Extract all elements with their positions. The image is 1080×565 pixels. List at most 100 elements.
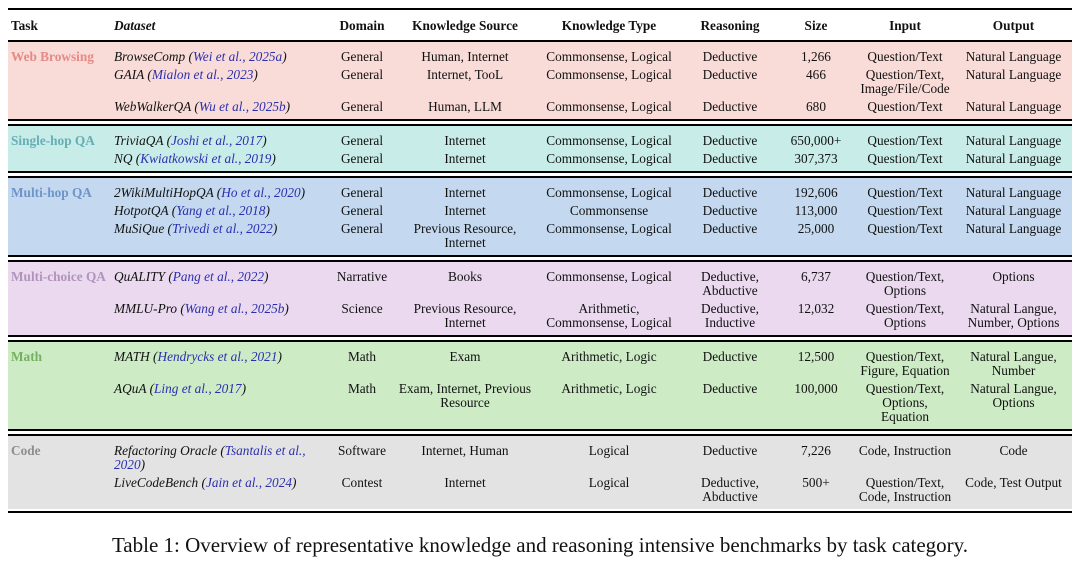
- size-cell: 680: [777, 98, 855, 120]
- output-cell: Natural Language: [955, 220, 1072, 256]
- domain-cell: General: [329, 98, 395, 120]
- ktype-cell: Commonsense, Logical: [535, 41, 683, 66]
- table-row: Web Browsing BrowseComp (Wei et al., 2025…: [8, 41, 1072, 66]
- domain-cell: Math: [329, 341, 395, 380]
- task-cell: [8, 202, 111, 220]
- size-cell: 12,500: [777, 341, 855, 380]
- header-domain: Domain: [329, 8, 395, 42]
- dataset-cell: HotpotQA (Yang et al., 2018): [111, 202, 329, 220]
- dataset-cell: LiveCodeBench (Jain et al., 2024): [111, 474, 329, 509]
- table-row: Multi-choice QA QuALITY (Pang et al., 202…: [8, 261, 1072, 300]
- source-cell: Exam, Internet, Previous Resource: [395, 380, 535, 430]
- citation-link[interactable]: Kwiatkowski et al., 2019: [140, 151, 272, 166]
- domain-cell: Narrative: [329, 261, 395, 300]
- domain-cell: General: [329, 150, 395, 172]
- citation-link[interactable]: Trivedi et al., 2022: [172, 221, 273, 236]
- source-cell: Internet: [395, 125, 535, 150]
- domain-cell: General: [329, 41, 395, 66]
- dataset-name: AQuA: [114, 381, 147, 396]
- header-task: Task: [8, 8, 111, 42]
- header-reasoning: Reasoning: [683, 8, 777, 42]
- group-separator: [8, 171, 1072, 178]
- task-group: Single-hop QA TriviaQA (Joshi et al., 201…: [8, 125, 1072, 172]
- ktype-cell: Arithmetic, Commonsense, Logical: [535, 300, 683, 336]
- citation-link[interactable]: Ho et al., 2020: [221, 185, 301, 200]
- citation-link[interactable]: Ling et al., 2017: [154, 381, 242, 396]
- size-cell: 650,000+: [777, 125, 855, 150]
- task-group: Multi-hop QA 2WikiMultiHopQA (Ho et al., …: [8, 177, 1072, 256]
- ktype-cell: Logical: [535, 435, 683, 474]
- ktype-cell: Arithmetic, Logic: [535, 380, 683, 430]
- group-separator: [8, 119, 1072, 126]
- output-cell: Options: [955, 261, 1072, 300]
- domain-cell: Software: [329, 435, 395, 474]
- domain-cell: Math: [329, 380, 395, 430]
- dataset-cell: Refactoring Oracle (Tsantalis et al., 20…: [111, 435, 329, 474]
- domain-cell: General: [329, 220, 395, 256]
- table-row: MMLU-Pro (Wang et al., 2025b) Science Prev…: [8, 300, 1072, 336]
- size-cell: 307,373: [777, 150, 855, 172]
- source-cell: Internet: [395, 202, 535, 220]
- citation-link[interactable]: Mialon et al., 2023: [151, 67, 254, 82]
- source-cell: Internet: [395, 474, 535, 509]
- task-cell: [8, 220, 111, 256]
- group-separator: [8, 429, 1072, 436]
- size-cell: 25,000: [777, 220, 855, 256]
- table-row: MuSiQue (Trivedi et al., 2022) General Pre…: [8, 220, 1072, 256]
- input-cell: Question/Text, Figure, Equation: [855, 341, 955, 380]
- reasoning-cell: Deductive, Abductive: [683, 261, 777, 300]
- citation-link[interactable]: Jain et al., 2024: [205, 475, 292, 490]
- input-cell: Question/Text: [855, 202, 955, 220]
- dataset-name: LiveCodeBench: [114, 475, 199, 490]
- table-row: GAIA (Mialon et al., 2023) General Interne…: [8, 66, 1072, 98]
- reasoning-cell: Deductive: [683, 150, 777, 172]
- output-cell: Natural Language: [955, 98, 1072, 120]
- citation-link[interactable]: Wei et al., 2025a: [192, 49, 283, 64]
- dataset-cell: 2WikiMultiHopQA (Ho et al., 2020): [111, 177, 329, 202]
- dataset-cell: MATH (Hendrycks et al., 2021): [111, 341, 329, 380]
- separator-rule: [8, 335, 1072, 342]
- table-row: AQuA (Ling et al., 2017) Math Exam, Intern…: [8, 380, 1072, 430]
- ktype-cell: Commonsense, Logical: [535, 177, 683, 202]
- size-cell: 100,000: [777, 380, 855, 430]
- dataset-cell: BrowseComp (Wei et al., 2025a): [111, 41, 329, 66]
- task-cell: [8, 66, 111, 98]
- dataset-name: 2WikiMultiHopQA: [114, 185, 214, 200]
- input-cell: Code, Instruction: [855, 435, 955, 474]
- domain-cell: General: [329, 202, 395, 220]
- source-cell: Internet: [395, 150, 535, 172]
- dataset-name: HotpotQA: [114, 203, 169, 218]
- citation-link[interactable]: Yang et al., 2018: [176, 203, 266, 218]
- output-cell: Natural Language: [955, 202, 1072, 220]
- ktype-cell: Commonsense, Logical: [535, 98, 683, 120]
- citation-link[interactable]: Wu et al., 2025b: [198, 99, 286, 114]
- size-cell: 192,606: [777, 177, 855, 202]
- task-cell: Code: [8, 435, 111, 474]
- output-cell: Code, Test Output: [955, 474, 1072, 509]
- task-group: Code Refactoring Oracle (Tsantalis et al.…: [8, 435, 1072, 509]
- dataset-name: Refactoring Oracle: [114, 443, 218, 458]
- citation-link[interactable]: Pang et al., 2022: [172, 269, 264, 284]
- source-cell: Internet, TooL: [395, 66, 535, 98]
- reasoning-cell: Deductive: [683, 177, 777, 202]
- task-cell: Math: [8, 341, 111, 380]
- source-cell: Human, LLM: [395, 98, 535, 120]
- citation-link[interactable]: Joshi et al., 2017: [171, 133, 263, 148]
- citation-link[interactable]: Tsantalis et al., 2020: [114, 443, 306, 472]
- source-cell: Internet, Human: [395, 435, 535, 474]
- group-separator: [8, 255, 1072, 262]
- header-knowledge-source: Knowledge Source: [395, 8, 535, 42]
- input-cell: Question/Text: [855, 177, 955, 202]
- dataset-cell: TriviaQA (Joshi et al., 2017): [111, 125, 329, 150]
- input-cell: Question/Text: [855, 98, 955, 120]
- dataset-cell: GAIA (Mialon et al., 2023): [111, 66, 329, 98]
- dataset-cell: WebWalkerQA (Wu et al., 2025b): [111, 98, 329, 120]
- separator-rule: [8, 119, 1072, 126]
- dataset-name: MMLU-Pro: [114, 301, 178, 316]
- citation-link[interactable]: Wang et al., 2025b: [184, 301, 285, 316]
- header-output: Output: [955, 8, 1072, 42]
- dataset-name: MATH: [114, 349, 150, 364]
- citation-link[interactable]: Hendrycks et al., 2021: [157, 349, 278, 364]
- table-row: HotpotQA (Yang et al., 2018) General Inter…: [8, 202, 1072, 220]
- input-cell: Question/Text: [855, 150, 955, 172]
